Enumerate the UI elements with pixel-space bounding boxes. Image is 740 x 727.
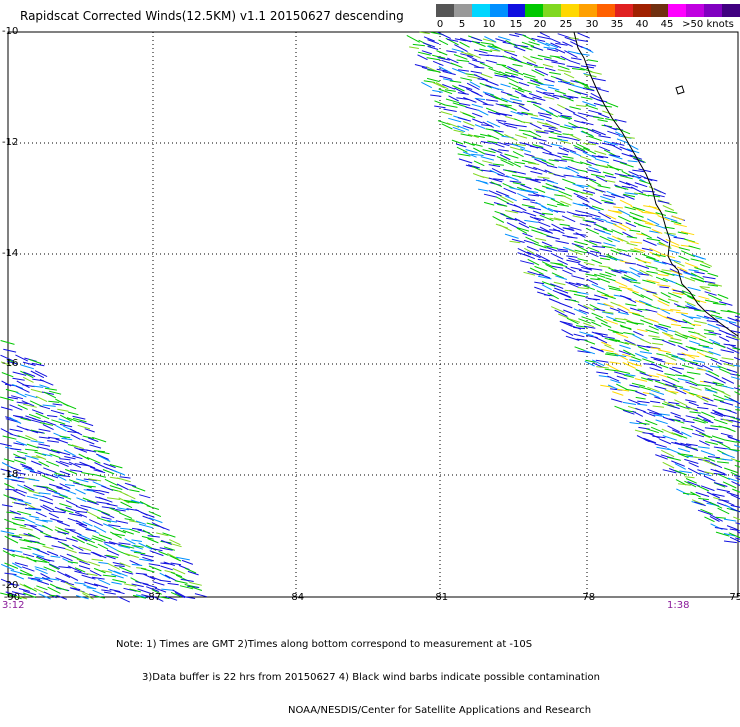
legend-swatch [633, 4, 651, 17]
legend-swatch [472, 4, 490, 17]
legend-label: 20 [534, 19, 547, 30]
legend-swatch [508, 4, 526, 17]
latitude-label: -16 [2, 358, 18, 369]
longitude-label: -78 [579, 592, 595, 603]
longitude-label: -75 [726, 592, 740, 603]
legend-swatch [704, 4, 722, 17]
legend-swatch [561, 4, 579, 17]
legend-swatch [686, 4, 704, 17]
notes: Note: 1) Times are GMT 2)Times along bot… [116, 617, 600, 727]
latitude-label: -18 [2, 469, 18, 480]
legend-label: 45 [661, 19, 674, 30]
legend-label: 35 [611, 19, 624, 30]
note-line-3: NOAA/NESDIS/Center for Satellite Applica… [116, 705, 600, 716]
longitude-label: -84 [288, 592, 304, 603]
note-line-2: 3)Data buffer is 22 hrs from 20150627 4)… [116, 672, 600, 683]
time-right: 1:38 [667, 600, 689, 611]
legend-swatch [490, 4, 508, 17]
legend-label: 30 [586, 19, 599, 30]
latitude-label: -14 [2, 248, 18, 259]
legend-swatch [668, 4, 686, 17]
legend-label: >50 knots [682, 19, 734, 30]
latitude-label: -10 [2, 26, 18, 37]
legend-swatch [651, 4, 669, 17]
legend-label: 25 [560, 19, 573, 30]
legend-swatch [615, 4, 633, 17]
legend-swatch [454, 4, 472, 17]
wind-map [0, 0, 740, 650]
legend-swatch [597, 4, 615, 17]
legend-labels: 0 5 10 15 20 25 30 35 40 45 >50 knots [436, 17, 740, 33]
map-title: Rapidscat Corrected Winds(12.5KM) v1.1 2… [20, 9, 404, 23]
legend-swatch [436, 4, 454, 17]
legend-label: 0 [437, 19, 443, 30]
legend-swatch [525, 4, 543, 17]
legend-label: 10 [483, 19, 496, 30]
legend-swatch [722, 4, 740, 17]
legend-swatch [543, 4, 561, 17]
latitude-label: -12 [2, 137, 18, 148]
longitude-label: -81 [432, 592, 448, 603]
legend-swatch [579, 4, 597, 17]
wind-speed-legend: 0 5 10 15 20 25 30 35 40 45 >50 knots [436, 4, 740, 36]
legend-label: 15 [510, 19, 523, 30]
time-left: 3:12 [2, 600, 24, 611]
legend-color-bar [436, 4, 740, 17]
longitude-label: -87 [145, 592, 161, 603]
legend-label: 40 [636, 19, 649, 30]
note-line-1: Note: 1) Times are GMT 2)Times along bot… [116, 639, 600, 650]
legend-label: 5 [459, 19, 465, 30]
latitude-label: -20 [2, 580, 18, 591]
